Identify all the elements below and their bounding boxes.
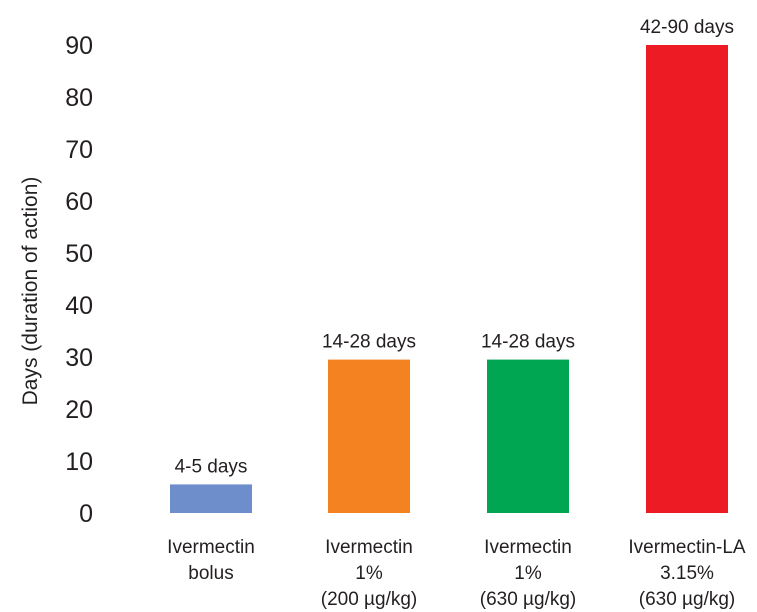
y-tick-label: 70 [65,136,93,164]
x-category-label: bolus [188,563,233,584]
y-tick-label: 60 [65,188,93,216]
data-label: 14-28 days [481,332,575,353]
y-tick-label: 20 [65,396,93,424]
x-category-label: 1% [514,563,542,584]
data-label: 42-90 days [640,17,734,38]
y-tick-label: 80 [65,84,93,112]
x-category-label: 3.15% [660,563,714,584]
bar [328,359,410,513]
x-category-label: Ivermectin-LA [628,537,746,558]
y-tick-label: 30 [65,344,93,372]
data-label: 14-28 days [322,332,416,353]
data-label: 4-5 days [175,456,248,477]
y-axis-label: Days (duration of action) [19,177,42,406]
x-category-label: (630 µg/kg) [639,589,736,610]
y-tick-label: 90 [65,32,93,60]
x-category-label: (630 µg/kg) [480,589,577,610]
x-category-label: 1% [355,563,383,584]
y-tick-label: 10 [65,448,93,476]
bar [170,484,252,513]
x-category-label: Ivermectin [484,537,572,558]
x-category-label: (200 µg/kg) [321,589,418,610]
y-tick-label: 50 [65,240,93,268]
y-tick-label: 40 [65,292,93,320]
x-category-label: Ivermectin [167,537,255,558]
bar [646,45,728,513]
x-category-label: Ivermectin [325,537,413,558]
bar [487,359,569,513]
y-tick-label: 0 [79,500,93,528]
